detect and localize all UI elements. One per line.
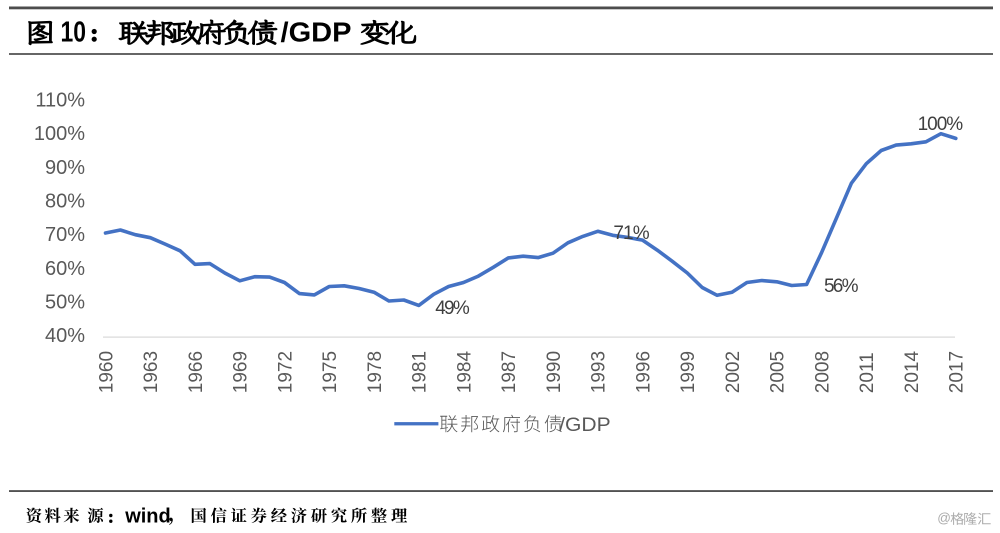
svg-text:1972: 1972	[275, 351, 296, 393]
svg-text:1963: 1963	[141, 351, 162, 393]
svg-text:1966: 1966	[186, 351, 207, 393]
svg-text:2008: 2008	[812, 351, 833, 393]
svg-text:56%: 56%	[824, 276, 859, 297]
svg-text:1960: 1960	[96, 351, 117, 393]
svg-text:100%: 100%	[34, 123, 85, 145]
svg-text:1975: 1975	[320, 351, 341, 393]
svg-text:1987: 1987	[499, 351, 520, 393]
svg-text:wind: wind	[124, 506, 171, 528]
svg-text:/GDP: /GDP	[281, 17, 352, 48]
svg-text:90%: 90%	[45, 157, 85, 179]
svg-text:/GDP: /GDP	[559, 414, 611, 436]
svg-text:1984: 1984	[454, 350, 475, 393]
svg-text:49%: 49%	[435, 298, 470, 319]
svg-text:2011: 2011	[857, 352, 878, 393]
svg-text:100%: 100%	[918, 114, 964, 135]
svg-text:40%: 40%	[45, 325, 85, 347]
svg-text:1978: 1978	[365, 351, 386, 393]
svg-text:2017: 2017	[947, 351, 968, 393]
svg-text:50%: 50%	[45, 292, 85, 314]
svg-text:80%: 80%	[45, 191, 85, 213]
svg-text:110%: 110%	[35, 90, 85, 112]
svg-text:1996: 1996	[633, 351, 654, 393]
svg-text:1993: 1993	[589, 351, 610, 393]
svg-text:70%: 70%	[45, 224, 85, 246]
svg-text:2014: 2014	[902, 350, 923, 393]
svg-text:2002: 2002	[723, 351, 744, 393]
svg-text:1999: 1999	[678, 351, 699, 393]
svg-text:1969: 1969	[231, 351, 252, 393]
svg-text:1981: 1981	[410, 351, 431, 393]
svg-text:10: 10	[61, 15, 86, 48]
svg-text:60%: 60%	[45, 258, 85, 280]
svg-text:1990: 1990	[544, 351, 565, 393]
svg-text:2005: 2005	[768, 351, 789, 393]
svg-text:@: @	[937, 510, 951, 525]
svg-text:71%: 71%	[613, 223, 649, 244]
